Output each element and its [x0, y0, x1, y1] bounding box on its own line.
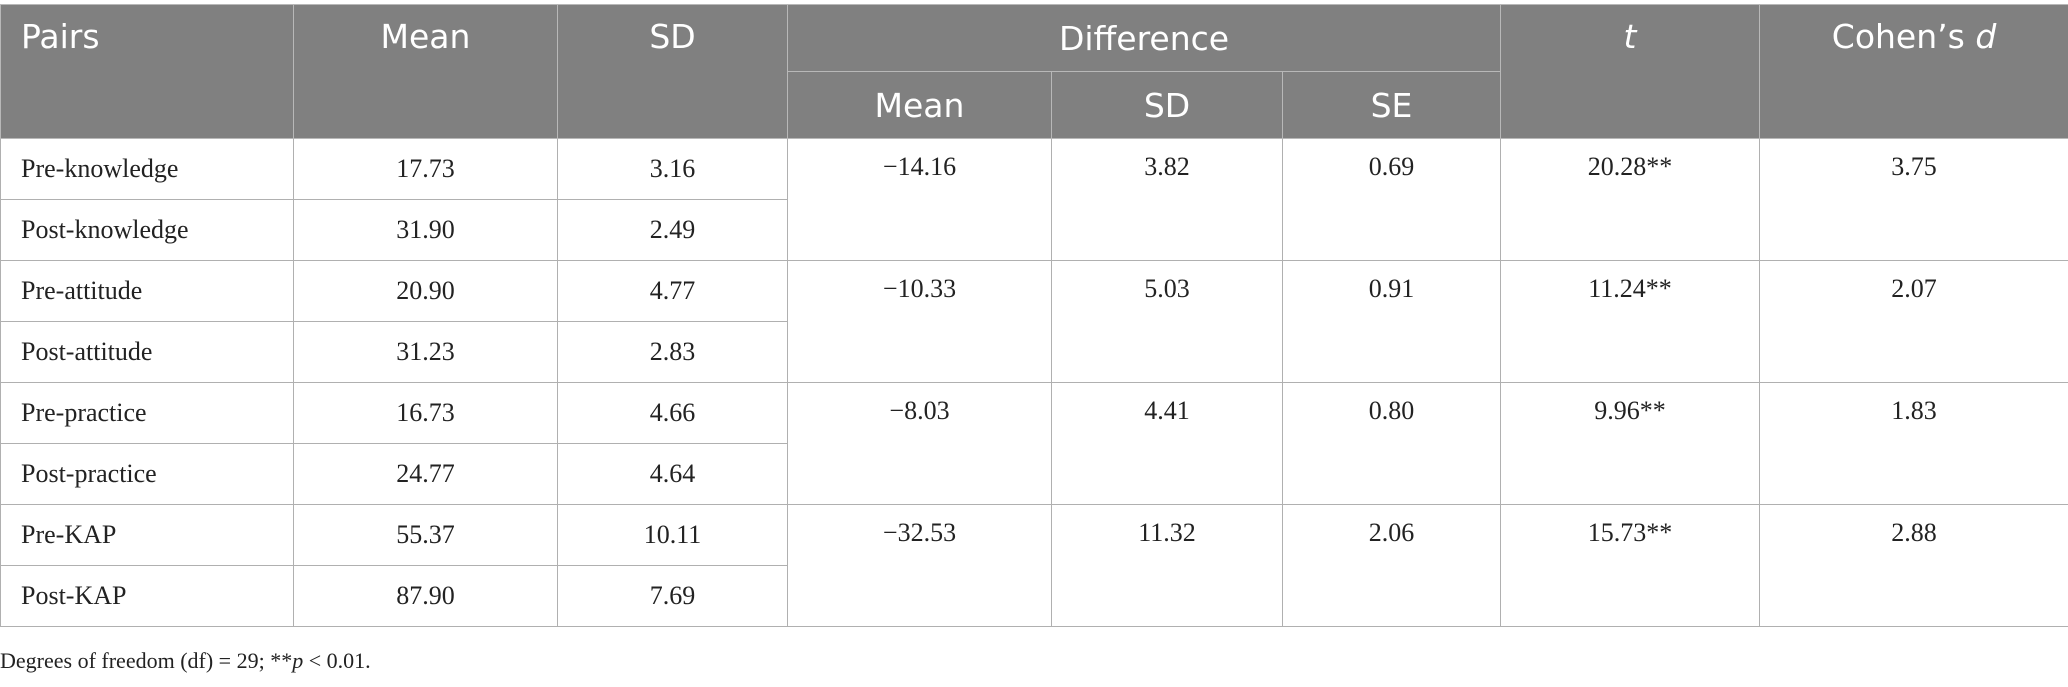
pair-label: Pre-KAP	[0, 504, 294, 566]
mean-value: 55.37	[293, 504, 558, 566]
mean-value: 17.73	[293, 138, 558, 200]
table-row: Pre-knowledge 17.73 3.16 −14.16 3.82 0.6…	[0, 138, 2068, 261]
pair-label: Post-attitude	[0, 321, 294, 383]
sd-value: 10.11	[557, 504, 788, 566]
diff-se-value: 0.80	[1281, 382, 1502, 505]
t-value: 11.24**	[1500, 260, 1761, 383]
header-difference: Difference	[786, 4, 1502, 72]
sd-value: 3.16	[557, 138, 788, 200]
header-diff-se: SE	[1281, 71, 1502, 139]
sd-value: 4.77	[557, 260, 788, 322]
table-row: Pre-KAP 55.37 10.11 −32.53 11.32 2.06 15…	[0, 504, 2068, 627]
mean-value: 16.73	[293, 382, 558, 444]
diff-mean-value: −8.03	[787, 382, 1052, 505]
header-diff-mean: Mean	[787, 71, 1052, 139]
diff-sd-value: 3.82	[1051, 138, 1283, 261]
table-row: Pre-attitude 20.90 4.77 −10.33 5.03 0.91…	[0, 260, 2068, 383]
footnote-p: p	[292, 648, 304, 673]
sd-value: 4.64	[557, 443, 788, 505]
diff-se-value: 2.06	[1281, 504, 1502, 627]
diff-mean-value: −14.16	[787, 138, 1052, 261]
diff-mean-value: −32.53	[787, 504, 1052, 627]
cohens-d-value: 2.07	[1759, 260, 2068, 383]
t-value: 15.73**	[1500, 504, 1761, 627]
mean-value: 87.90	[293, 565, 558, 627]
sd-value: 4.66	[557, 382, 788, 444]
diff-sd-value: 4.41	[1051, 382, 1283, 505]
pair-label: Post-knowledge	[0, 199, 294, 261]
sd-value: 2.49	[557, 199, 788, 261]
mean-value: 20.90	[293, 260, 558, 322]
header-sd: SD	[557, 4, 788, 139]
cohens-d-value: 3.75	[1759, 138, 2068, 261]
table-body: Pre-knowledge 17.73 3.16 −14.16 3.82 0.6…	[0, 138, 2068, 627]
sd-value: 2.83	[557, 321, 788, 383]
pair-label: Pre-attitude	[0, 260, 294, 322]
table-footnote: Degrees of freedom (df) = 29; **p < 0.01…	[0, 648, 371, 674]
t-value: 9.96**	[1500, 382, 1761, 505]
table-row: Post-KAP 87.90 7.69	[0, 565, 2068, 627]
diff-sd-value: 11.32	[1051, 504, 1283, 627]
pair-label: Post-practice	[0, 443, 294, 505]
header-diff-sd: SD	[1051, 71, 1283, 139]
pair-label: Pre-practice	[0, 382, 294, 444]
header-cohens-d: Cohen’s d	[1759, 4, 2068, 139]
header-cohens-prefix: Cohen’s	[1831, 17, 1976, 56]
pair-label: Pre-knowledge	[0, 138, 294, 200]
mean-value: 31.23	[293, 321, 558, 383]
diff-se-value: 0.69	[1281, 138, 1502, 261]
diff-se-value: 0.91	[1281, 260, 1502, 383]
header-cohens-d-letter: d	[1975, 17, 1997, 56]
paired-t-test-table: Pairs Mean SD Difference t Cohen’s d Mea…	[0, 4, 2068, 627]
header-pairs: Pairs	[0, 4, 294, 139]
mean-value: 31.90	[293, 199, 558, 261]
pair-label: Post-KAP	[0, 565, 294, 627]
table-header: Pairs Mean SD Difference t Cohen’s d Mea…	[0, 4, 2068, 139]
table-row: Pre-practice 16.73 4.66 −8.03 4.41 0.80 …	[0, 382, 2068, 505]
diff-sd-value: 5.03	[1051, 260, 1283, 383]
header-mean: Mean	[293, 4, 558, 139]
footnote-prefix: Degrees of freedom (df) = 29; **	[0, 648, 293, 673]
header-t: t	[1500, 4, 1761, 139]
cohens-d-value: 1.83	[1759, 382, 2068, 505]
cohens-d-value: 2.88	[1759, 504, 2068, 627]
sd-value: 7.69	[557, 565, 788, 627]
table-row: Post-knowledge 31.90 2.49	[0, 199, 2068, 261]
t-value: 20.28**	[1500, 138, 1761, 261]
footnote-suffix: < 0.01.	[303, 648, 371, 673]
diff-mean-value: −10.33	[787, 260, 1052, 383]
mean-value: 24.77	[293, 443, 558, 505]
